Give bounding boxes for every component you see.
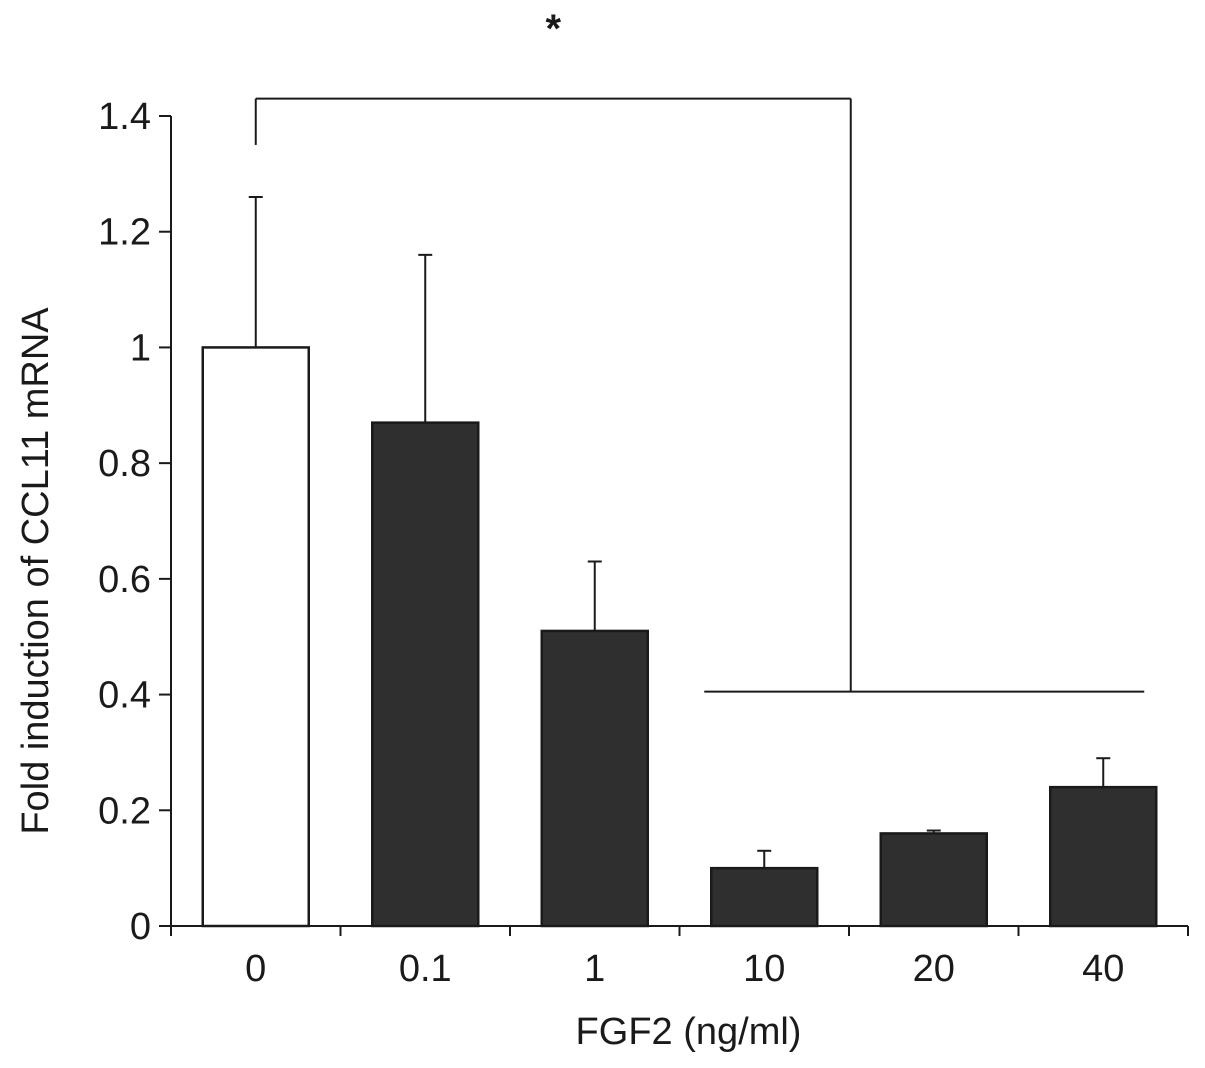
y-tick-label: 0.6 [98,559,151,601]
x-tick-label: 0.1 [399,948,452,990]
bar [1049,785,1158,928]
x-tick-label: 0 [245,948,266,990]
y-tick-label: 0.8 [98,443,151,485]
y-tick-label: 0.2 [98,790,151,832]
x-axis-title: FGF2 (ng/ml) [576,1011,802,1053]
x-tick-label: 1 [584,948,605,990]
y-tick-label: 1.2 [98,212,151,254]
y-tick-label: 1 [130,327,151,369]
significance-star: * [545,7,561,51]
bar [540,629,649,928]
x-tick-label: 20 [913,948,955,990]
x-tick-label: 10 [743,948,785,990]
y-tick-label: 0.4 [98,675,151,717]
y-tick-label: 1.4 [98,96,151,138]
x-tick-label: 40 [1082,948,1124,990]
y-tick-label: 0 [130,906,151,948]
y-axis-title: Fold induction of CCL11 mRNA [15,307,57,835]
bar [371,421,480,928]
bar [710,866,819,928]
bar [201,346,310,928]
bar [879,832,988,928]
